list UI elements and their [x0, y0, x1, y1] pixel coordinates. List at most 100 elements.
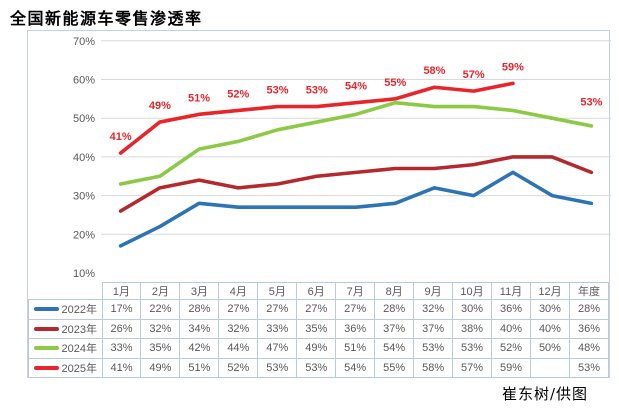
page-title: 全国新能源车零售渗透率 [10, 9, 203, 28]
data-label: 59% [502, 61, 524, 73]
value-cell: 57% [452, 357, 493, 378]
month-header-cell: 4月 [218, 282, 259, 300]
value-cell [529, 357, 570, 378]
value-cell: 30% [529, 299, 570, 320]
y-axis-label: 20% [73, 229, 95, 241]
value-cell: 52% [218, 357, 259, 378]
legend-cell: 2023年 [28, 318, 103, 339]
value-cell: 22% [140, 299, 181, 320]
month-header-cell: 10月 [452, 282, 493, 300]
value-cell: 33% [101, 338, 142, 359]
legend-line-swatch [33, 326, 59, 331]
chart-svg: 70% 60% 50% 40% 30% 20% 10% 41% 49% 51% 52% 53% 53% 5… [73, 36, 611, 280]
legend-line-swatch [33, 346, 59, 351]
data-label: 58% [423, 65, 445, 77]
month-header-cell: 9月 [413, 282, 454, 300]
data-label: 49% [149, 100, 171, 112]
value-cell: 41% [101, 357, 142, 378]
value-cell: 32% [218, 318, 259, 339]
legend-cell: 2024年 [28, 338, 103, 359]
legend-cell: 2022年 [28, 299, 103, 320]
value-cell: 17% [101, 299, 142, 320]
series-line-2022年 [118, 170, 594, 248]
month-header-cell: 2月 [140, 282, 181, 300]
series-line-2023年 [118, 155, 594, 213]
value-cell: 51% [179, 357, 220, 378]
data-table-header: 1月 2月 3月 4月 5月 6月 7月 8月 9月 10月 11月 12月 年度 [28, 282, 610, 300]
data-label: 51% [188, 92, 210, 104]
data-label: 53% [306, 85, 328, 97]
value-cell: 49% [140, 357, 181, 378]
legend-line-swatch [33, 307, 59, 312]
month-header-cell: 年度 [568, 282, 610, 300]
value-cell: 27% [335, 299, 376, 320]
month-header-cell: 11月 [491, 282, 531, 300]
value-cell: 27% [296, 299, 337, 320]
value-cell: 50% [529, 338, 570, 359]
legend-line-swatch [33, 365, 59, 370]
value-cell: 49% [296, 338, 337, 359]
value-cell: 32% [140, 318, 181, 339]
value-cell: 26% [101, 318, 142, 339]
table-row: 2022年 17% 22% 28% 27% 27% 27% 27% 28% 32% 30% 36% 30… [28, 299, 610, 320]
series-name: 2024年 [61, 343, 97, 356]
value-cell: 48% [568, 338, 610, 359]
credit-caption: 崔东树/供图 [501, 385, 588, 403]
value-cell: 28% [179, 299, 220, 320]
value-cell: 54% [335, 357, 376, 378]
data-label: 53% [580, 97, 602, 109]
month-header-cell: 8月 [374, 282, 415, 300]
month-header-cell: 3月 [179, 282, 220, 300]
y-axis-label: 40% [73, 152, 95, 164]
value-cell: 52% [491, 338, 531, 359]
value-cell: 37% [374, 318, 415, 339]
table-header-row: 1月 2月 3月 4月 5月 6月 7月 8月 9月 10月 11月 12月 年度 [28, 282, 610, 300]
series-name: 2025年 [61, 362, 97, 375]
month-header-cell: 7月 [335, 282, 376, 300]
value-cell: 35% [140, 338, 181, 359]
series-name: 2022年 [61, 304, 97, 317]
value-cell: 36% [491, 299, 531, 320]
value-cell: 27% [257, 299, 298, 320]
data-table-body: 2022年 17% 22% 28% 27% 27% 27% 27% 28% 32% 30% 36% 30… [28, 299, 610, 378]
month-header-cell: 5月 [257, 282, 298, 300]
value-cell: 36% [335, 318, 376, 339]
series-line-2025年 [118, 81, 515, 155]
y-axis-label: 60% [73, 75, 95, 87]
value-cell: 37% [413, 318, 454, 339]
value-cell: 35% [296, 318, 337, 339]
table-row: 2023年 26% 32% 34% 32% 33% 35% 36% 37% 37% 38% 40% 40… [28, 318, 610, 339]
y-axis-label: 50% [73, 113, 95, 125]
value-cell: 53% [568, 357, 610, 378]
value-cell: 32% [413, 299, 454, 320]
value-cell: 36% [568, 318, 610, 339]
value-cell: 38% [452, 318, 493, 339]
data-label: 54% [345, 81, 367, 93]
value-cell: 51% [335, 338, 376, 359]
table-row: 2025年 41% 49% 51% 52% 53% 53% 54% 55% 58% 57% 59% 53… [28, 357, 610, 378]
value-cell: 53% [413, 338, 454, 359]
table-row: 2024年 33% 35% 42% 44% 47% 49% 51% 54% 53% 53% 52% 50… [28, 338, 610, 359]
data-label: 52% [227, 88, 249, 100]
value-cell: 53% [452, 338, 493, 359]
value-cell: 34% [179, 318, 220, 339]
value-cell: 59% [491, 357, 531, 378]
data-label: 57% [463, 69, 485, 81]
series-line-2024年 [118, 100, 594, 186]
month-header-cell: 12月 [529, 282, 570, 300]
value-cell: 30% [452, 299, 493, 320]
value-cell: 44% [218, 338, 259, 359]
data-label: 53% [267, 85, 289, 97]
value-cell: 27% [218, 299, 259, 320]
data-label: 55% [384, 77, 406, 89]
series-name: 2023年 [61, 323, 97, 336]
value-cell: 54% [374, 338, 415, 359]
y-axis-label: 10% [73, 268, 95, 280]
value-cell: 42% [179, 338, 220, 359]
value-cell: 40% [529, 318, 570, 339]
value-cell: 33% [257, 318, 298, 339]
value-cell: 53% [296, 357, 337, 378]
month-header-cell: 6月 [296, 282, 337, 300]
value-cell: 28% [374, 299, 415, 320]
value-cell: 55% [374, 357, 415, 378]
